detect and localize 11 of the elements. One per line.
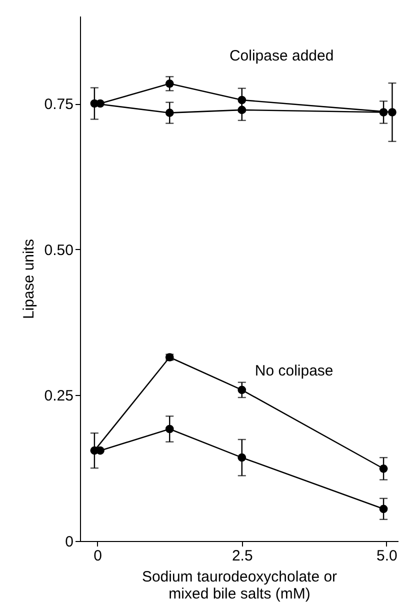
y-tick-label: 0	[65, 534, 74, 550]
y-tick-label: 0.50	[44, 242, 74, 259]
annotation: No colipase	[254, 362, 334, 380]
annotation: Colipase added	[229, 47, 334, 64]
y-tick-label: 0.25	[44, 388, 74, 405]
y-tick-label: 0.75	[44, 96, 74, 113]
x-tick-label: 0	[94, 548, 102, 564]
x-tick-label: 2.5	[232, 548, 253, 564]
y-axis-title: Lipase units	[20, 238, 38, 320]
x-axis-title: Sodium taurodeoxycholate or mixed bile salts (mM)	[142, 568, 338, 602]
x-tick-label: 5.0	[376, 548, 398, 564]
